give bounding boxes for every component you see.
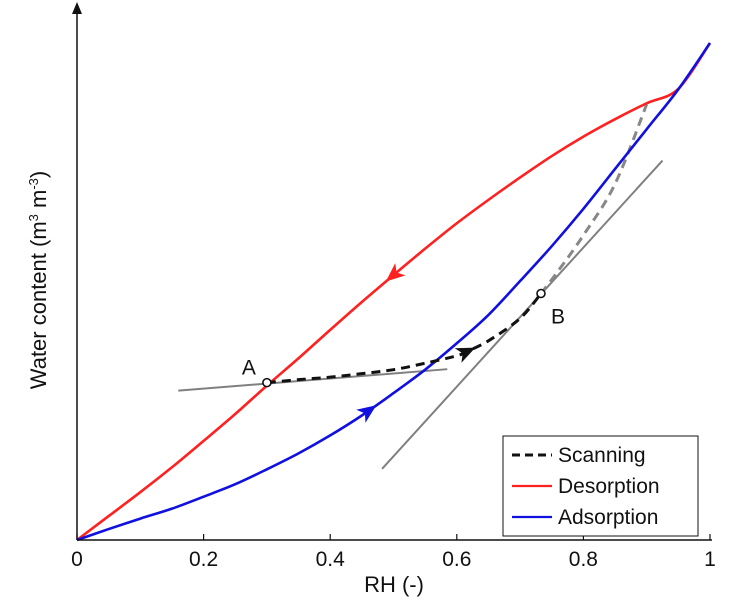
arrowhead-adsorption [356,405,377,423]
y-axis-label-middle: m [26,190,51,214]
y-axis-label-sup2: -3 [26,178,41,190]
x-tick-label-2: 0.4 [316,548,346,571]
y-axis-label-prefix: Water content (m [26,221,51,389]
y-axis-label-suffix: ) [26,171,51,178]
arrow-adsorption [356,405,377,423]
y-axis-label: Water content (m3 m-3) [26,171,51,389]
series-adsorption [76,42,712,542]
marked-points: AB [242,288,565,388]
tangent-lines [178,103,664,470]
legend-label-scanning: Scanning [558,444,646,467]
x-tick-label-1: 0.2 [189,548,218,571]
arrowhead-desorption [385,263,406,282]
legend-label-adsorption: Adsorption [558,506,658,529]
x-axis-label: RH (-) [364,572,424,597]
arrow-desorption [385,263,406,282]
y-axis-arrowhead [72,2,82,14]
legend-label-desorption: Desorption [558,475,660,498]
arrow-scanning [454,347,476,363]
x-tick-label-4: 0.8 [569,548,598,571]
point-a [262,377,272,388]
axes [72,2,712,541]
point-label-b: B [551,305,565,328]
x-ticks: 0 0.2 0.4 0.6 0.8 1 [71,534,716,571]
extra-line-1 [539,103,649,295]
direction-arrows [356,263,476,423]
legend: Scanning Desorption Adsorption [502,435,699,537]
x-tick-label-3: 0.6 [442,548,471,571]
point-label-a: A [242,357,256,380]
arrowhead-scanning [454,347,476,363]
y-axis-label-sup1: 3 [26,214,41,221]
point-b [536,288,546,299]
x-tick-label-5: 1 [704,548,716,571]
x-tick-label-0: 0 [71,548,83,571]
